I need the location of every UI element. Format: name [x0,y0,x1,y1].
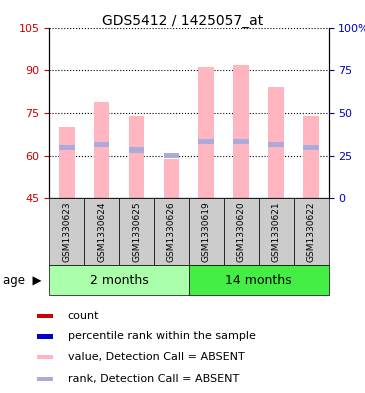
Bar [189,265,328,295]
Bar [268,87,284,198]
Bar [84,198,119,265]
Bar [94,101,110,198]
Bar [59,127,74,198]
Bar [36,334,53,338]
Bar [36,377,53,381]
Bar [94,142,110,147]
Bar [189,198,224,265]
Text: GSM1330625: GSM1330625 [132,202,141,262]
Bar [36,355,53,359]
Text: GSM1330623: GSM1330623 [62,202,71,262]
Text: GSM1330622: GSM1330622 [307,202,316,262]
Bar [233,64,249,198]
Text: GSM1330626: GSM1330626 [167,202,176,262]
Text: GDS5412 / 1425057_at: GDS5412 / 1425057_at [102,14,263,28]
Bar [49,198,84,265]
Bar [129,147,145,152]
Bar [259,198,293,265]
Bar [59,145,74,150]
Bar [224,198,259,265]
Bar [268,142,284,147]
Text: percentile rank within the sample: percentile rank within the sample [68,331,255,342]
Bar [199,139,214,144]
Text: 2 months: 2 months [90,274,149,286]
Text: age  ▶: age ▶ [4,274,42,286]
Bar [164,153,179,158]
Bar [293,198,328,265]
Text: rank, Detection Call = ABSENT: rank, Detection Call = ABSENT [68,374,239,384]
Bar [164,158,179,198]
Text: GSM1330620: GSM1330620 [237,202,246,262]
Text: GSM1330619: GSM1330619 [202,202,211,262]
Bar [49,265,189,295]
Bar [233,139,249,144]
Bar [154,198,189,265]
Text: value, Detection Call = ABSENT: value, Detection Call = ABSENT [68,352,244,362]
Bar [199,67,214,198]
Bar [36,314,53,318]
Text: 14 months: 14 months [225,274,292,286]
Bar [129,116,145,198]
Bar [119,198,154,265]
Text: count: count [68,310,99,321]
Bar [303,116,319,198]
Text: GSM1330624: GSM1330624 [97,202,106,262]
Text: GSM1330621: GSM1330621 [272,202,281,262]
Bar [303,145,319,150]
